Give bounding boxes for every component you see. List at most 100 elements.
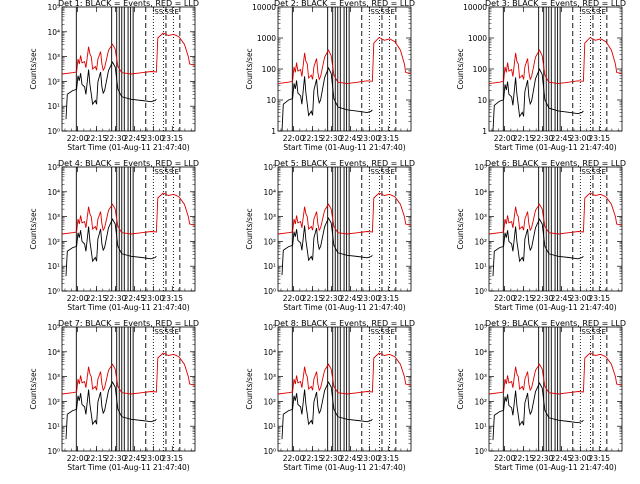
y-tick-label: 10⁵	[47, 163, 60, 172]
y-tick-label: 10²	[474, 237, 487, 246]
marker-flag-label: SS	[370, 328, 379, 336]
marker-flag-label: E	[391, 8, 395, 16]
marker-flag-label: SS	[164, 328, 173, 336]
marker-flag-label: SS	[591, 328, 600, 336]
panel-title: Det 1: BLACK = Events, RED = LLD	[58, 0, 199, 8]
y-tick-label: 10³	[47, 53, 60, 62]
x-axis-label: Start Time (01-Aug-11 21:47:40)	[283, 463, 405, 472]
y-tick-label: 10¹	[47, 102, 60, 111]
y-tick-label: 10¹	[474, 262, 487, 271]
y-tick-label: 1000	[468, 34, 487, 43]
marker-flag-label: E	[391, 168, 395, 176]
y-tick-label: 10⁴	[263, 188, 276, 197]
marker-flag-label: E	[602, 328, 606, 336]
x-tick-label: 23:15	[161, 294, 183, 303]
y-tick-label: 10⁵	[47, 323, 60, 332]
y-tick-label: 10¹	[47, 422, 60, 431]
panel-title: Det 7: BLACK = Events, RED = LLD	[58, 319, 199, 328]
marker-flag-label: SS	[380, 168, 389, 176]
series-red-curve	[62, 192, 195, 235]
x-tick-label: 22:30	[321, 454, 343, 463]
x-tick-label: 23:15	[588, 134, 610, 143]
marker-flag-label: SS	[164, 168, 173, 176]
y-tick-label: 10³	[263, 373, 276, 382]
y-axis-label: Counts/sec	[456, 368, 465, 409]
x-tick-label: 22:30	[532, 294, 554, 303]
marker-flag-label: E	[391, 328, 395, 336]
event-markers: SS SS E	[75, 7, 181, 131]
y-tick-label: 10⁰	[474, 287, 487, 296]
marker-flag-label: E	[175, 8, 179, 16]
marker-flag-label: E	[602, 8, 606, 16]
y-tick-label: 10⁴	[263, 348, 276, 357]
x-tick-label: 22:30	[105, 294, 127, 303]
y-tick-label: 10⁴	[47, 348, 60, 357]
series-black-curve	[281, 217, 373, 276]
x-tick-label: 22:45	[551, 454, 573, 463]
x-tick-label: 22:00	[67, 134, 89, 143]
event-markers: SS SS E	[75, 167, 181, 291]
x-tick-label: 23:15	[161, 454, 183, 463]
x-tick-label: 22:15	[86, 294, 108, 303]
x-tick-label: 22:45	[551, 134, 573, 143]
y-axis-label: Counts/sec	[456, 208, 465, 249]
y-tick-label: 10⁵	[263, 163, 276, 172]
x-tick-label: 22:15	[302, 134, 324, 143]
y-tick-label: 10⁰	[47, 127, 60, 136]
marker-flag-label: SS	[154, 8, 163, 16]
x-tick-label: 23:00	[570, 134, 592, 143]
panel-title: Det 2: BLACK = Events, RED = LLD	[274, 0, 415, 8]
panel-det-5: Det 5: BLACK = Events, RED = LLD 10⁰ 10¹ 10…	[245, 159, 415, 312]
series-black-curve	[65, 381, 157, 440]
marker-flag-label: E	[175, 168, 179, 176]
marker-flag-label: SS	[164, 8, 173, 16]
y-tick-label: 10²	[474, 397, 487, 406]
y-tick-label: 10¹	[47, 262, 60, 271]
y-tick-label: 10³	[47, 373, 60, 382]
marker-flag-label: E	[602, 168, 606, 176]
y-tick-label: 10⁵	[474, 323, 487, 332]
x-tick-label: 22:45	[124, 454, 146, 463]
x-tick-label: 22:45	[124, 134, 146, 143]
marker-flag-label: SS	[154, 328, 163, 336]
series-red-curve	[278, 352, 411, 395]
y-tick-label: 10³	[263, 213, 276, 222]
x-tick-label: 23:15	[588, 454, 610, 463]
x-tick-label: 22:30	[105, 134, 127, 143]
x-tick-label: 23:00	[143, 294, 165, 303]
y-tick-label: 10²	[47, 77, 60, 86]
y-tick-label: 10⁵	[474, 163, 487, 172]
series-black-curve	[492, 68, 584, 131]
y-axis-label: Counts/sec	[245, 368, 254, 409]
x-axis-label: Start Time (01-Aug-11 21:47:40)	[283, 143, 405, 152]
series-red-curve	[278, 192, 411, 235]
marker-flag-label: SS	[154, 168, 163, 176]
x-tick-label: 23:00	[570, 454, 592, 463]
y-tick-label: 10⁰	[47, 447, 60, 456]
panel-det-4: Det 4: BLACK = Events, RED = LLD 10⁰ 10¹ 10…	[29, 159, 199, 312]
x-axis-label: Start Time (01-Aug-11 21:47:40)	[283, 303, 405, 312]
x-tick-label: 23:00	[359, 294, 381, 303]
x-axis-label: Start Time (01-Aug-11 21:47:40)	[494, 143, 616, 152]
marker-flag-label: SS	[380, 328, 389, 336]
series-black-curve	[65, 218, 157, 277]
x-tick-label: 22:45	[340, 294, 362, 303]
x-axis-label: Start Time (01-Aug-11 21:47:40)	[67, 143, 189, 152]
y-tick-label: 1	[482, 127, 487, 136]
x-tick-label: 22:00	[494, 454, 516, 463]
x-tick-label: 22:15	[86, 454, 108, 463]
x-tick-label: 22:15	[513, 454, 535, 463]
panel-title: Det 6: BLACK = Events, RED = LLD	[485, 159, 626, 168]
event-markers: SS SS E	[291, 167, 397, 291]
y-tick-label: 10⁰	[263, 287, 276, 296]
y-tick-label: 1	[271, 127, 276, 136]
x-tick-label: 22:15	[302, 454, 324, 463]
marker-flag-label: SS	[591, 168, 600, 176]
x-tick-label: 22:15	[513, 134, 535, 143]
marker-flag-label: SS	[380, 8, 389, 16]
y-axis-label: Counts/sec	[456, 48, 465, 89]
y-tick-label: 10000	[252, 3, 276, 12]
panel-title: Det 8: BLACK = Events, RED = LLD	[274, 319, 415, 328]
panel-det-3: Det 3: BLACK = Events, RED = LLD 1 10 100 10…	[456, 0, 626, 152]
event-markers: SS SS E	[502, 167, 608, 291]
